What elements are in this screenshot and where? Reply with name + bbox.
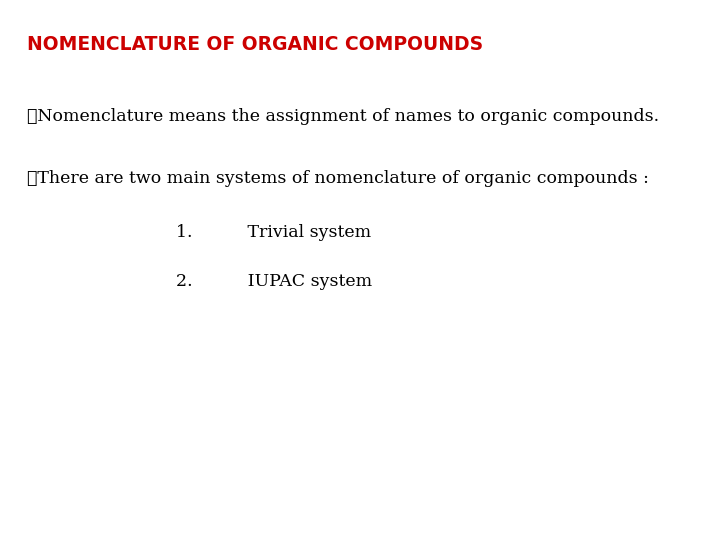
- Text: ➤Nomenclature means the assignment of names to organic compounds.: ➤Nomenclature means the assignment of na…: [27, 108, 660, 125]
- Text: 2.          IUPAC system: 2. IUPAC system: [176, 273, 372, 289]
- Text: ➤There are two main systems of nomenclature of organic compounds :: ➤There are two main systems of nomenclat…: [27, 170, 649, 187]
- Text: NOMENCLATURE OF ORGANIC COMPOUNDS: NOMENCLATURE OF ORGANIC COMPOUNDS: [27, 35, 484, 54]
- Text: 1.          Trivial system: 1. Trivial system: [176, 224, 372, 241]
